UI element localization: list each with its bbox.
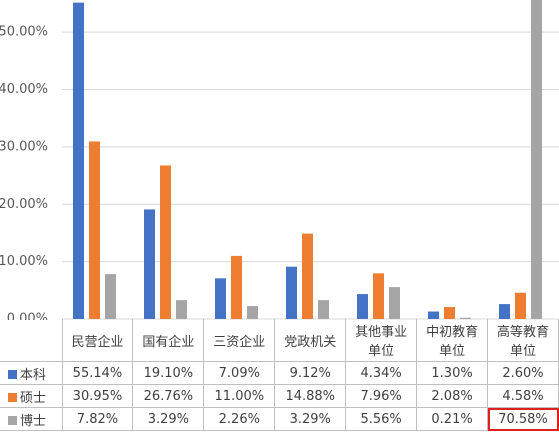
bar (176, 300, 187, 319)
data-label: 14.88% (274, 384, 347, 408)
data-label: 30.95% (61, 384, 134, 408)
data-label: 4.34% (345, 361, 418, 385)
data-label: 2.26% (203, 407, 276, 431)
data-label: 0.21% (416, 407, 489, 431)
legend-swatch (8, 369, 17, 379)
data-label: 5.56% (345, 407, 418, 431)
data-label: 7.09% (203, 361, 276, 385)
series-row: 本科 55.14% 19.10% 7.09% 9.12% 4.34% 1.30% 2.60% (0, 361, 559, 385)
bar (531, 0, 542, 320)
bar (389, 287, 400, 319)
y-tick-label: 30.00% (0, 139, 48, 154)
legend-entry: 本科 (0, 361, 63, 385)
legend-label: 博士 (20, 413, 47, 429)
series-row: 硕士 30.95% 26.76% 11.00% 14.88% 7.96% 2.08% 4.58… (0, 384, 559, 408)
data-label: 7.96% (345, 384, 418, 408)
x-tick-label: 民营企业 (61, 319, 134, 362)
legend-swatch (8, 415, 17, 425)
data-label: 9.12% (274, 361, 347, 385)
x-tick-label: 党政机关 (274, 319, 347, 362)
legend-label: 硕士 (20, 390, 47, 406)
legend-entry: 硕士 (0, 384, 63, 408)
data-table: 民营企业 国有企业 三资企业 党政机关 其他事业 单位 中初教育 单位 高等教育 单位本科 5… (0, 319, 559, 431)
bar (215, 278, 226, 319)
bar (428, 311, 439, 319)
bar (231, 255, 242, 319)
bar (73, 2, 84, 319)
bar (515, 292, 526, 319)
bar (499, 304, 510, 319)
corner (0, 319, 62, 362)
bar (302, 233, 313, 319)
bar (373, 273, 384, 319)
data-label: 2.60% (487, 361, 559, 385)
legend-swatch (8, 392, 17, 402)
plot: 0.00% 10.00% 20.00% 30.00% 40.00% 50.00% (0, 0, 559, 320)
data-label: 4.58% (487, 384, 559, 408)
legend-entry: 博士 (0, 407, 63, 431)
x-tick-label: 三资企业 (203, 319, 276, 362)
series-row: 博士 7.82% 3.29% 2.26% 3.29% 5.56% 0.21% 70.58% (0, 407, 559, 431)
data-label: 70.58% (487, 407, 559, 431)
x-tick-label: 国有企业 (132, 319, 205, 362)
header-row: 民营企业 国有企业 三资企业 党政机关 其他事业 单位 中初教育 单位 高等教育 单位 (0, 319, 559, 362)
bar (89, 141, 100, 319)
data-label: 55.14% (61, 361, 134, 385)
bar (460, 317, 471, 319)
legend-label: 本科 (20, 367, 47, 383)
bar (318, 300, 329, 319)
data-label: 7.82% (61, 407, 134, 431)
x-tick-label: 其他事业 单位 (345, 319, 418, 362)
data-label: 11.00% (203, 384, 276, 408)
y-tick-label: 10.00% (0, 254, 48, 269)
bar (286, 266, 297, 319)
y-tick-label: 50.00% (0, 25, 48, 40)
x-tick-label: 高等教育 单位 (487, 319, 559, 362)
y-tick-label: 20.00% (0, 197, 48, 212)
data-label: 26.76% (132, 384, 205, 408)
bar (444, 307, 455, 319)
bar (357, 294, 368, 319)
data-label: 19.10% (132, 361, 205, 385)
bar (160, 165, 171, 319)
bar (247, 306, 258, 319)
bar (144, 209, 155, 319)
data-label: 3.29% (132, 407, 205, 431)
y-tick-label: 0.00% (7, 312, 48, 321)
data-label: 2.08% (416, 384, 489, 408)
data-label: 1.30% (416, 361, 489, 385)
x-tick-label: 中初教育 单位 (416, 319, 489, 362)
y-tick-label: 40.00% (0, 82, 48, 97)
bar (105, 274, 116, 319)
data-label: 3.29% (274, 407, 347, 431)
